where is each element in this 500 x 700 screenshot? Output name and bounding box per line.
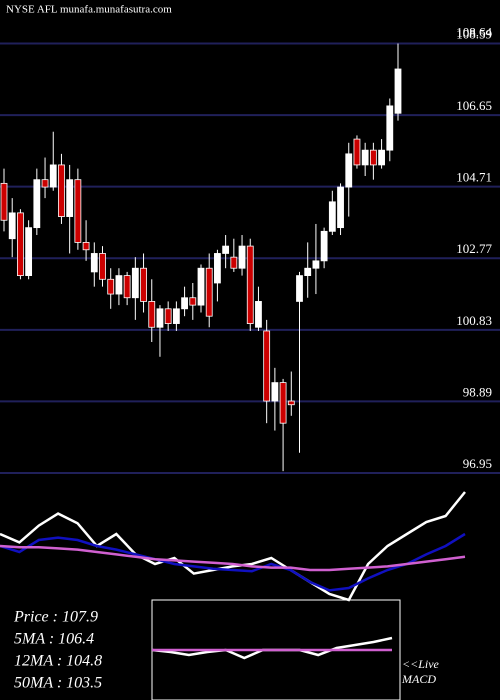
candle-body xyxy=(279,382,287,424)
candle-body xyxy=(66,179,74,217)
candle-body xyxy=(148,301,156,328)
candle-body xyxy=(33,179,41,229)
candle-body xyxy=(304,267,312,277)
y-tick-label: 100.83 xyxy=(456,313,492,328)
candle-body xyxy=(172,308,180,324)
candle-body xyxy=(312,260,320,269)
candle-body xyxy=(74,179,82,243)
candle-body xyxy=(214,253,221,284)
candle-body xyxy=(230,256,238,269)
candle-body xyxy=(255,301,262,328)
candle-body xyxy=(296,275,303,302)
y-tick-label: 108.59 xyxy=(456,27,492,42)
candle-body xyxy=(246,245,254,324)
candle-body xyxy=(41,179,49,188)
candle-body xyxy=(345,153,353,188)
info-line: 5MA : 106.4 xyxy=(14,631,94,648)
candle-body xyxy=(107,278,115,295)
info-line: 12MA : 104.8 xyxy=(14,653,102,670)
info-line: 50MA : 103.5 xyxy=(14,675,102,692)
candle-body xyxy=(90,253,98,273)
candle-body xyxy=(156,308,164,328)
candle-body xyxy=(123,275,131,299)
candle-body xyxy=(369,149,377,166)
macd-label: MACD xyxy=(401,672,436,686)
candle-body xyxy=(82,241,90,251)
candle-body xyxy=(353,138,361,166)
indicator-line xyxy=(0,491,466,602)
candle-body xyxy=(386,105,394,151)
candle-body xyxy=(238,245,246,269)
candle-body xyxy=(328,201,336,232)
candle-body xyxy=(0,182,8,221)
indicator-line xyxy=(0,544,466,572)
candle-body xyxy=(58,164,65,217)
candle-body xyxy=(181,297,188,310)
price-annotation: 108.64 xyxy=(456,25,492,40)
candle-body xyxy=(394,68,402,114)
y-tick-label: 96.95 xyxy=(463,456,492,471)
candle-body xyxy=(222,245,230,254)
chart-title: NYSE AFL munafa.munafasutra.com xyxy=(6,4,172,16)
y-tick-label: 98.89 xyxy=(463,384,492,399)
candle-body xyxy=(271,382,279,402)
info-line: Price : 107.9 xyxy=(13,609,98,626)
candle-body xyxy=(131,267,139,299)
y-tick-label: 102.77 xyxy=(456,241,492,256)
candle-body xyxy=(320,230,328,262)
candle-body xyxy=(115,275,123,295)
candle-body xyxy=(337,186,344,229)
candle-body xyxy=(8,212,16,240)
candle-body xyxy=(164,308,172,324)
y-tick-label: 106.65 xyxy=(456,98,492,113)
candle-body xyxy=(99,253,106,280)
candle-body xyxy=(17,212,24,277)
candle-body xyxy=(49,164,57,188)
indicator-line xyxy=(0,532,466,592)
macd-live-label: <<Live xyxy=(402,657,440,671)
candle-body xyxy=(263,330,271,402)
candle-body xyxy=(25,227,33,277)
candle-body xyxy=(189,297,197,306)
candle-body xyxy=(197,267,205,306)
candle-body xyxy=(287,400,295,406)
y-tick-label: 104.71 xyxy=(456,170,492,185)
candle-body xyxy=(361,149,369,166)
candle-body xyxy=(205,267,213,317)
candle-body xyxy=(378,149,385,166)
candle-body xyxy=(140,267,147,302)
